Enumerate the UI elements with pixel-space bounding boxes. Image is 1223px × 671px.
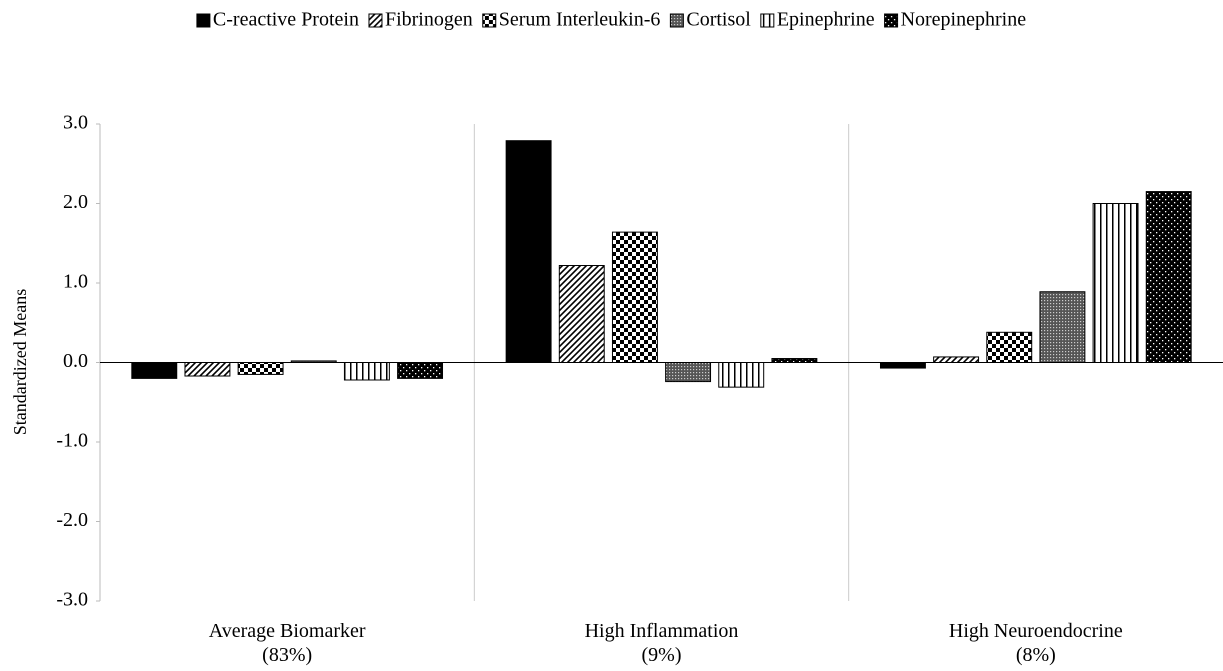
bar [505, 140, 552, 363]
legend-swatch [482, 13, 497, 28]
bar [771, 358, 818, 363]
bar [611, 231, 658, 363]
legend-label: Serum Interleukin-6 [499, 9, 661, 31]
y-axis-title: Standardized Means [10, 289, 30, 435]
y-tick-label: 1.0 [63, 271, 88, 293]
bar [1039, 291, 1086, 363]
bar [933, 356, 980, 363]
y-tick-label: -1.0 [56, 430, 88, 452]
bar [665, 362, 712, 383]
legend-label: Fibrinogen [385, 9, 473, 31]
legend-label: Norepinephrine [901, 9, 1027, 31]
bar [343, 362, 390, 381]
legend-label: Epinephrine [777, 9, 875, 31]
y-tick-label: 2.0 [63, 191, 88, 213]
bar [397, 362, 444, 379]
legend-swatch [368, 13, 383, 28]
x-tick-label: High Neuroendocrine (8%) [948, 620, 1123, 666]
legend-swatch [669, 13, 684, 28]
bar [184, 362, 231, 377]
legend-label: Cortisol [686, 9, 751, 31]
y-tick-label: 3.0 [63, 112, 88, 134]
bar [237, 362, 284, 375]
x-tick-label: Average Biomarker (83%) [208, 620, 366, 666]
bar [1092, 203, 1139, 363]
bar [718, 362, 765, 388]
legend-swatch [760, 13, 775, 28]
bar [558, 265, 605, 364]
bar [1145, 191, 1192, 363]
y-tick-label: -3.0 [56, 589, 88, 611]
legend-swatch [196, 13, 211, 28]
y-tick-label: -2.0 [56, 509, 88, 531]
x-tick-label: High Inflammation (9%) [584, 620, 739, 666]
bar [986, 331, 1033, 364]
bar [879, 362, 926, 369]
bar [131, 362, 178, 379]
legend-swatch [884, 13, 899, 28]
y-tick-label: 0.0 [63, 350, 88, 372]
legend: C-reactive Protein Fibrinogen Serum Interl… [196, 9, 1027, 31]
legend-label: C-reactive Protein [213, 9, 359, 31]
